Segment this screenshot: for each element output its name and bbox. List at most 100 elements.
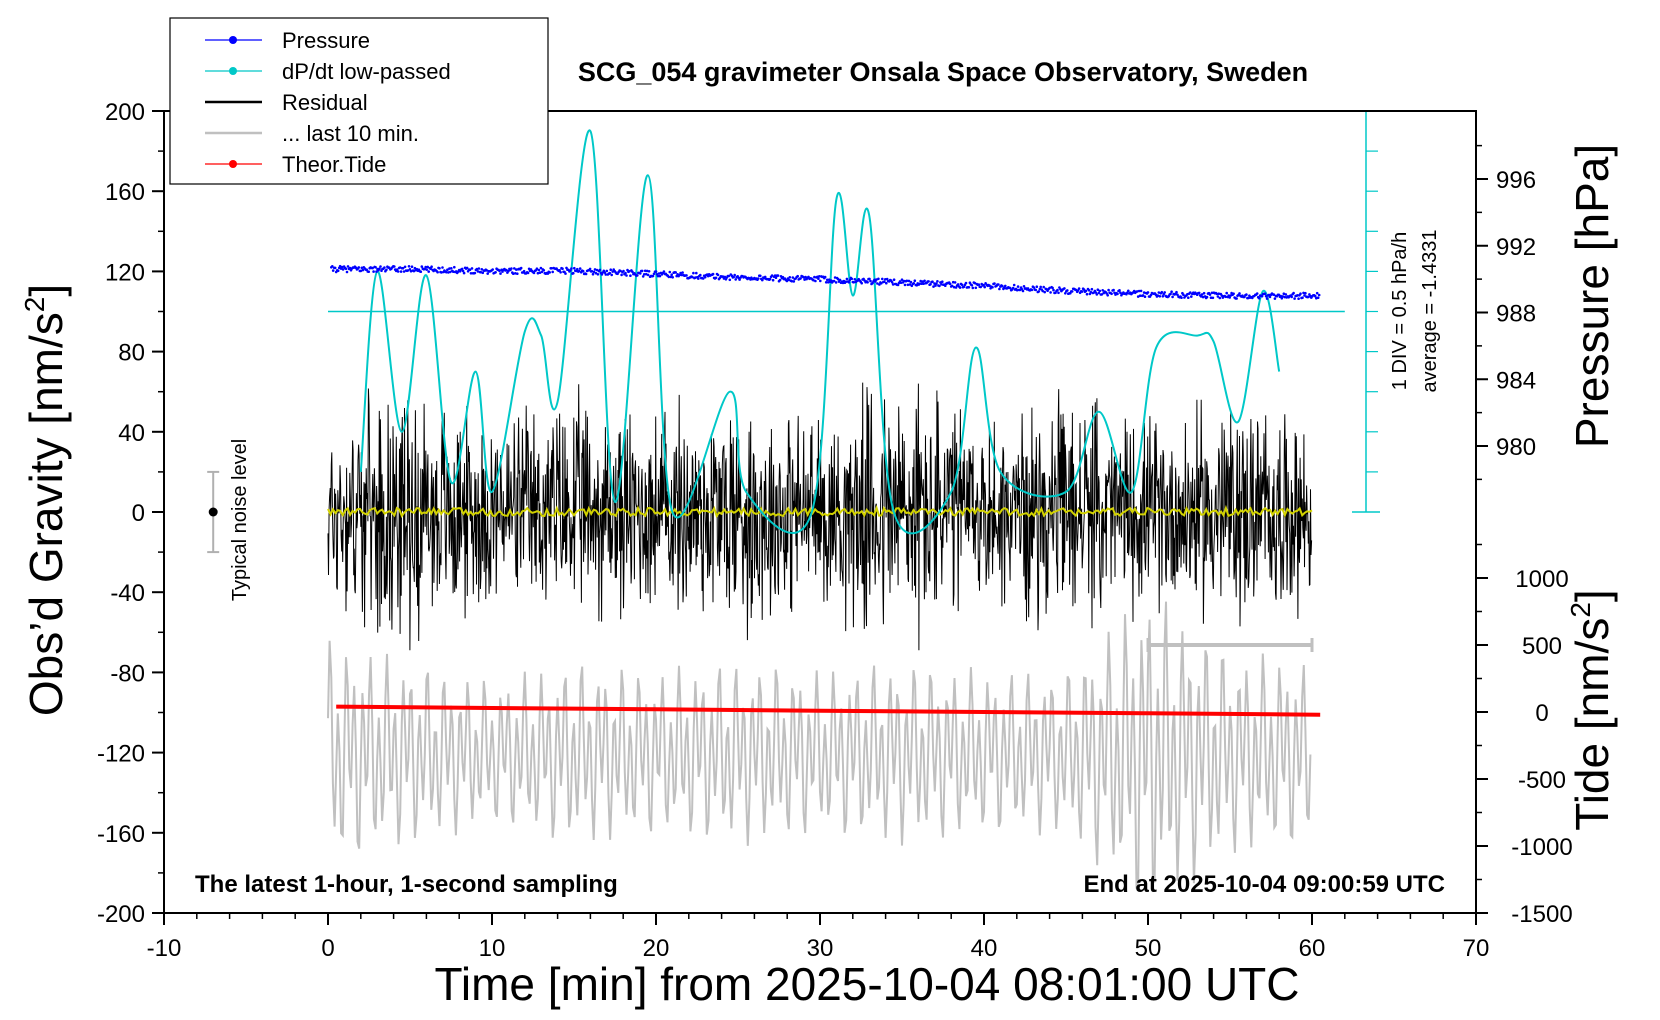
noise-level-point bbox=[208, 507, 218, 517]
pressure-point bbox=[1012, 283, 1016, 287]
x-tick-label: 50 bbox=[1135, 935, 1162, 962]
pressure-point bbox=[540, 270, 544, 274]
pressure-point bbox=[1143, 295, 1147, 299]
pressure-point bbox=[1008, 286, 1012, 290]
pressure-point bbox=[1137, 289, 1141, 293]
pressure-point bbox=[832, 279, 836, 283]
pressure-point bbox=[1315, 291, 1319, 295]
pressure-point bbox=[475, 267, 479, 271]
pressure-point bbox=[692, 271, 695, 275]
pressure-point bbox=[1042, 285, 1045, 289]
pressure-point bbox=[1224, 295, 1227, 299]
pressure-series-points bbox=[330, 264, 1321, 301]
y-tick-label: -80 bbox=[110, 660, 145, 687]
pressure-point bbox=[654, 270, 658, 273]
pressure-point bbox=[948, 282, 952, 286]
pressure-point bbox=[532, 271, 536, 275]
pressure-point bbox=[977, 283, 981, 286]
pressure-point bbox=[594, 271, 598, 275]
pressure-point bbox=[1220, 294, 1224, 297]
legend-swatch-dot bbox=[229, 36, 237, 44]
x-axis-title: Time [min] from 2025-10-04 08:01:00 UTC bbox=[435, 958, 1300, 1010]
pressure-point bbox=[625, 274, 628, 277]
pressure-point bbox=[823, 275, 827, 279]
pressure-point bbox=[1112, 288, 1115, 292]
pressure-tick-label: 992 bbox=[1496, 234, 1536, 261]
pressure-point bbox=[486, 272, 490, 275]
pressure-point bbox=[491, 268, 495, 271]
tide-tick-label: 0 bbox=[1535, 700, 1548, 727]
pressure-point bbox=[1048, 286, 1051, 290]
pressure-point bbox=[866, 281, 869, 284]
pressure-point bbox=[993, 282, 996, 285]
pressure-point bbox=[611, 270, 614, 273]
pressure-point bbox=[510, 267, 513, 270]
pressure-point bbox=[1303, 294, 1306, 297]
y-tick-label: -40 bbox=[110, 580, 145, 607]
pressure-point bbox=[1265, 297, 1269, 300]
pressure-point bbox=[1281, 295, 1285, 298]
pressure-point bbox=[1106, 294, 1109, 297]
pressure-point bbox=[1260, 294, 1264, 298]
pressure-point bbox=[906, 283, 910, 287]
pressure-point bbox=[971, 286, 975, 290]
pressure-point bbox=[1170, 290, 1173, 294]
pressure-point bbox=[1190, 295, 1193, 298]
legend-label: Theor.Tide bbox=[282, 152, 386, 177]
pressure-point bbox=[1149, 293, 1153, 297]
pressure-point bbox=[680, 273, 683, 277]
x-tick-label: -10 bbox=[147, 935, 182, 962]
pressure-point bbox=[785, 279, 789, 283]
pressure-point bbox=[462, 271, 466, 275]
pressure-point bbox=[1034, 288, 1038, 292]
pressure-point bbox=[396, 270, 400, 273]
pressure-point bbox=[791, 276, 795, 279]
pressure-point bbox=[1146, 291, 1150, 294]
pressure-tick-label: 984 bbox=[1496, 367, 1536, 394]
residual-smoothed-line bbox=[327, 504, 1313, 519]
pressure-point bbox=[1290, 295, 1293, 299]
pressure-point bbox=[881, 277, 884, 281]
pressure-point bbox=[845, 277, 849, 281]
pressure-point bbox=[1279, 294, 1283, 298]
pressure-point bbox=[1282, 292, 1286, 296]
pressure-point bbox=[1098, 289, 1102, 293]
pressure-point bbox=[399, 270, 403, 273]
pressure-point bbox=[908, 283, 912, 286]
pressure-point bbox=[628, 270, 631, 273]
pressure-point bbox=[577, 269, 581, 273]
pressure-point bbox=[465, 266, 469, 270]
x-tick-label: 20 bbox=[643, 935, 670, 962]
pressure-point bbox=[771, 278, 775, 282]
y-tick-label: -200 bbox=[97, 901, 145, 928]
pressure-point bbox=[716, 273, 720, 277]
pressure-point bbox=[1110, 292, 1113, 296]
pressure-point bbox=[481, 271, 485, 275]
pressure-point bbox=[1101, 289, 1104, 292]
pressure-point bbox=[1208, 293, 1212, 296]
pressure-point bbox=[619, 269, 622, 273]
pressure-point bbox=[825, 278, 829, 282]
pressure-point bbox=[860, 281, 863, 285]
pressure-point bbox=[605, 269, 609, 273]
pressure-point bbox=[799, 277, 802, 280]
pressure-point bbox=[884, 278, 887, 281]
y-axis-left-title: Obs’d Gravity [nm/s2] bbox=[19, 284, 72, 716]
pressure-point bbox=[1084, 289, 1088, 293]
pressure-point bbox=[790, 279, 794, 283]
pressure-point bbox=[1284, 293, 1288, 296]
pressure-point bbox=[1263, 292, 1267, 296]
pressure-point bbox=[1292, 291, 1295, 295]
pressure-point bbox=[850, 277, 854, 281]
y-tick-label: 200 bbox=[105, 99, 145, 126]
pressure-point bbox=[891, 283, 895, 286]
pressure-point bbox=[1217, 292, 1221, 296]
pressure-point bbox=[1171, 295, 1174, 299]
pressure-point bbox=[403, 265, 407, 269]
pressure-point bbox=[652, 272, 656, 276]
pressure-point bbox=[1107, 288, 1110, 292]
pressure-point bbox=[852, 281, 856, 284]
pressure-point bbox=[402, 270, 406, 273]
pressure-point bbox=[868, 277, 871, 281]
pressure-point bbox=[1082, 288, 1086, 291]
